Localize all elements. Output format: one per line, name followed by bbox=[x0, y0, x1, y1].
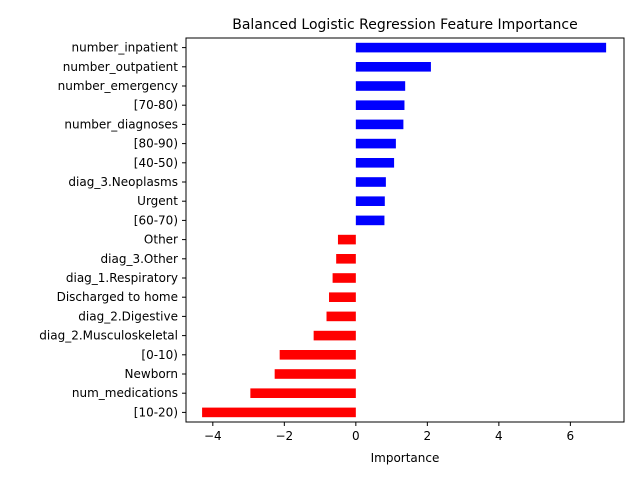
bar-8 bbox=[355, 196, 385, 206]
bar-3 bbox=[355, 100, 405, 110]
x-tick-label: 6 bbox=[567, 429, 575, 443]
x-tick-label: 0 bbox=[352, 429, 360, 443]
bar-7 bbox=[355, 177, 386, 187]
y-tick-label: diag_1.Respiratory bbox=[66, 271, 178, 285]
y-tick-label: [70-80) bbox=[134, 98, 178, 112]
bar-2 bbox=[355, 81, 406, 91]
bars-group bbox=[202, 42, 607, 418]
y-tick-label: number_diagnoses bbox=[64, 117, 178, 131]
bar-11 bbox=[336, 254, 356, 264]
y-tick-label: [80-90) bbox=[134, 137, 178, 151]
x-tick-label: −2 bbox=[275, 429, 293, 443]
y-tick-label: diag_3.Other bbox=[101, 252, 179, 266]
y-tick-label: [10-20) bbox=[134, 405, 178, 419]
y-tick-label: [0-10) bbox=[141, 348, 178, 362]
bar-13 bbox=[329, 292, 356, 302]
y-tick-label: diag_2.Musculoskeletal bbox=[39, 329, 178, 343]
y-axis-ticks: number_inpatient number_outpatient number_… bbox=[39, 41, 186, 419]
y-tick-label: number_inpatient bbox=[72, 41, 179, 55]
y-tick-label: number_emergency bbox=[58, 79, 178, 93]
bar-14 bbox=[326, 311, 356, 322]
bar-12 bbox=[332, 273, 356, 283]
plot-frame bbox=[185, 37, 625, 423]
y-tick-label: diag_2.Digestive bbox=[78, 309, 178, 323]
y-tick-label: diag_3.Neoplasms bbox=[68, 175, 178, 189]
y-tick-label: Urgent bbox=[137, 194, 178, 208]
bar-18 bbox=[250, 388, 356, 398]
y-tick-label: number_outpatient bbox=[63, 60, 178, 74]
y-tick-label: Newborn bbox=[125, 367, 178, 381]
x-tick-label: −4 bbox=[204, 429, 222, 443]
bar-6 bbox=[355, 158, 395, 168]
x-axis-ticks: −4 −2 0 2 4 6 bbox=[204, 422, 574, 443]
y-tick-label: [40-50) bbox=[134, 156, 178, 170]
bar-17 bbox=[274, 369, 356, 379]
bar-1 bbox=[355, 62, 431, 72]
bar-15 bbox=[313, 330, 356, 341]
bar-4 bbox=[355, 119, 404, 130]
x-axis-label: Importance bbox=[371, 451, 440, 465]
y-tick-label: Discharged to home bbox=[57, 290, 178, 304]
bar-16 bbox=[279, 350, 356, 360]
y-tick-label: Other bbox=[144, 233, 178, 247]
bar-9 bbox=[355, 215, 385, 226]
chart-title: Balanced Logistic Regression Feature Imp… bbox=[232, 17, 578, 33]
bar-5 bbox=[355, 138, 396, 149]
x-tick-label: 2 bbox=[424, 429, 432, 443]
bar-0 bbox=[355, 42, 607, 53]
bar-10 bbox=[337, 234, 356, 245]
y-tick-label: num_medications bbox=[72, 386, 178, 400]
y-tick-label: [60-70) bbox=[134, 213, 178, 227]
bar-19 bbox=[202, 407, 356, 418]
x-tick-label: 4 bbox=[495, 429, 503, 443]
